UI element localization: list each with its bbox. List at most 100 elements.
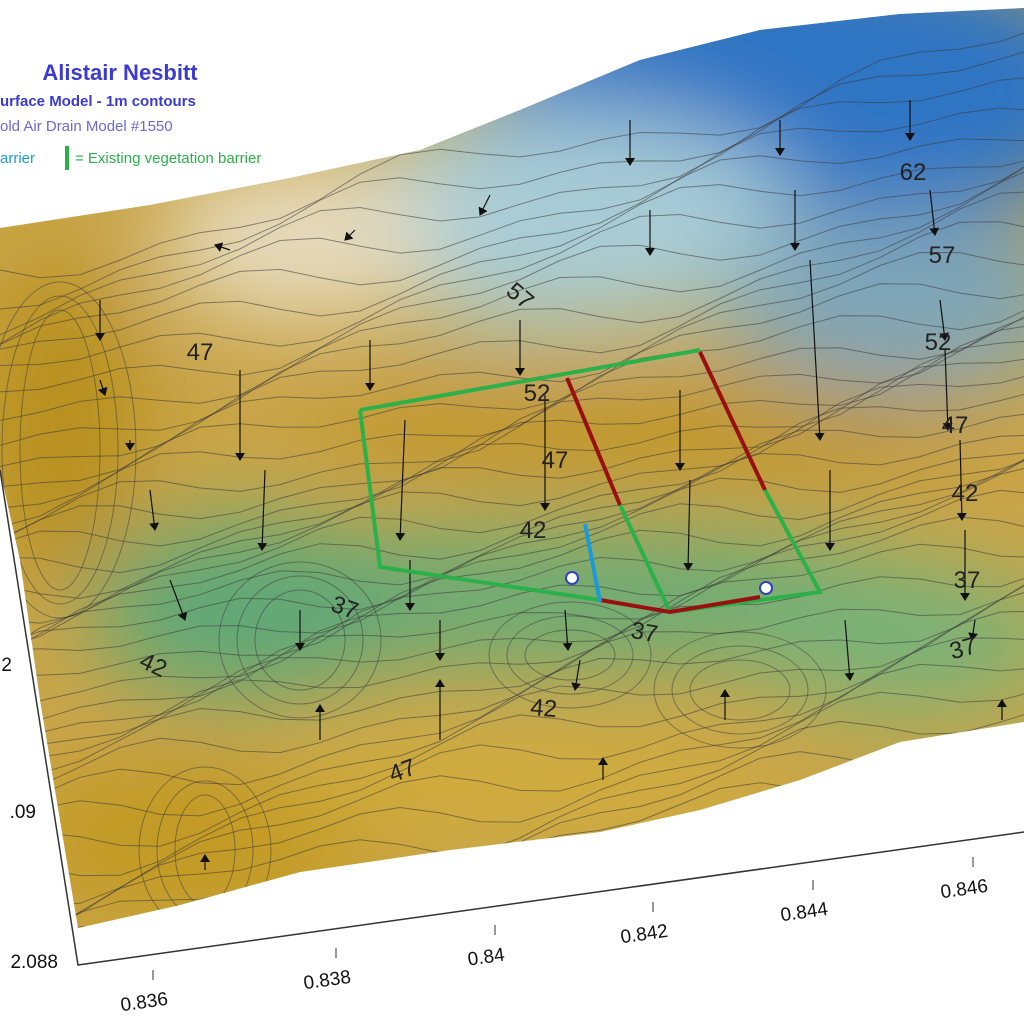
contour-label: 42: [952, 480, 979, 507]
contour-line: [0, 156, 1024, 350]
contour-line: [0, 450, 1024, 702]
flow-arrow: [956, 439, 967, 521]
proposed-barrier: [583, 523, 602, 603]
legend-label: = Existing vegetation barrier: [75, 150, 261, 167]
model-name: old Air Drain Model #1550: [0, 118, 173, 135]
contour-line: [0, 156, 1024, 393]
flow-arrow: [257, 469, 268, 551]
flow-arrow: [683, 479, 694, 571]
contour-label: 42: [520, 517, 547, 544]
contour-label: 57: [929, 242, 956, 269]
contour-line: [0, 464, 1024, 729]
legend-label: arrier: [0, 150, 35, 167]
contour-line: [254, 589, 346, 691]
flow-arrow: [929, 189, 940, 236]
flow-arrow: [562, 609, 573, 651]
y-tick-label: .09: [10, 802, 36, 823]
contour-line: [0, 434, 1024, 654]
contour-line: [0, 27, 1024, 279]
contour-lines: [0, 27, 1024, 928]
flow-arrow: [942, 349, 953, 431]
contour-line: [0, 191, 1024, 446]
flow-arrow: [571, 659, 582, 691]
contour-label: 37: [629, 617, 660, 648]
contour-line: [488, 601, 652, 709]
contour-line: [0, 637, 1024, 877]
contour-label: 47: [542, 447, 569, 474]
axis-frame: [0, 469, 1024, 966]
contour-line: [524, 629, 616, 681]
contour-line: [0, 107, 1024, 345]
site-boundary: [358, 348, 824, 615]
contour-line: [0, 574, 1024, 797]
contour-line: [689, 659, 791, 721]
contour-line: [0, 572, 1024, 781]
flow-arrow: [214, 242, 231, 252]
contour-line: [0, 610, 1024, 847]
contour-line: [0, 75, 1024, 336]
contour-label: 42: [529, 694, 558, 723]
flow-arrow: [344, 229, 356, 241]
contour-line: [0, 311, 1024, 542]
boundary-line: [565, 351, 767, 615]
contour-line: [0, 543, 1024, 766]
contour-line: [0, 164, 1024, 421]
contour-line: [0, 339, 1024, 574]
vegetation-barrier: [358, 348, 824, 615]
x-tick-label: 0.838: [302, 967, 352, 994]
contour-line: [0, 689, 1024, 928]
contour-line: [671, 645, 809, 735]
flow-arrow: [98, 379, 108, 396]
contour-line: [0, 663, 1024, 906]
station-marker: [565, 571, 579, 585]
contour-line: [0, 451, 1024, 676]
contour-line: [653, 631, 827, 749]
contour-line: [0, 302, 1024, 528]
contour-label: 52: [925, 329, 952, 356]
title: Alistair Nesbitt: [42, 60, 198, 85]
flow-arrow: [149, 489, 160, 531]
contour-line: [0, 251, 1024, 488]
contour-line: [0, 389, 1024, 648]
contour-line: [19, 309, 101, 591]
x-tick-label: 0.846: [939, 876, 989, 903]
flow-arrow: [939, 299, 950, 341]
flow-arrow: [395, 419, 406, 541]
contour-label: 62: [900, 159, 927, 186]
contour-label: 52: [524, 380, 551, 407]
contour-line: [236, 575, 364, 705]
y-tick-label: 2: [1, 655, 12, 676]
flow-arrow: [169, 579, 188, 621]
flow-arrow: [478, 194, 491, 216]
x-tick-label: 0.844: [779, 899, 829, 926]
x-tick-label: 0.84: [466, 945, 506, 971]
station-marker: [759, 581, 773, 595]
contour-line: [138, 766, 272, 928]
flow-arrows: [95, 100, 1007, 870]
contour-line: [506, 615, 634, 695]
contour-line: [0, 709, 1024, 928]
contour-label: 47: [942, 412, 969, 439]
flow-arrow: [968, 619, 978, 641]
contour-line: [0, 516, 1024, 758]
contour-line: [0, 371, 1024, 624]
contour-line: [0, 46, 1024, 310]
subtitle: urface Model - 1m contours: [0, 93, 196, 110]
y-tick-label: 2.088: [10, 952, 58, 973]
flow-arrow: [809, 259, 825, 441]
contour-line: [218, 561, 382, 719]
contour-line: [1, 295, 119, 605]
contour-line: [0, 281, 137, 619]
contour-line: [0, 450, 1024, 648]
flow-arrow: [844, 619, 855, 681]
x-tick-label: 0.836: [119, 989, 169, 1016]
x-tick-label: 0.842: [619, 921, 669, 948]
contour-line: [0, 307, 1024, 540]
contour-label: 37: [954, 567, 981, 594]
contour-line: [0, 138, 1024, 345]
contour-label: 47: [187, 339, 214, 366]
contour-line: [0, 158, 1024, 366]
